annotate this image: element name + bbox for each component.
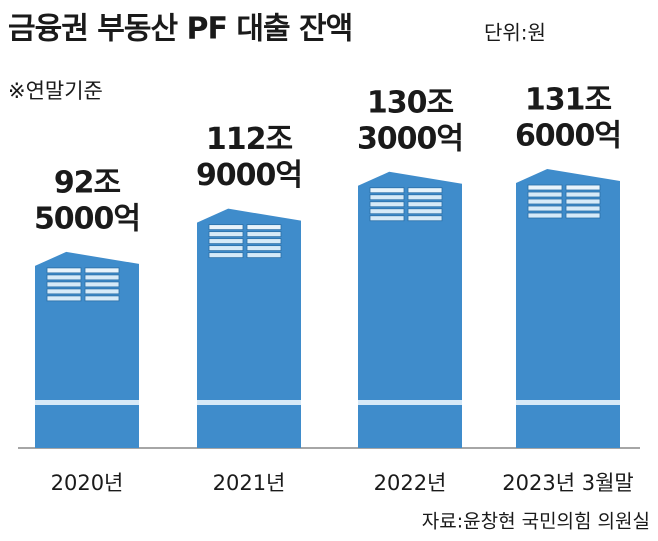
- bar: [197, 208, 301, 448]
- book-icon: [565, 212, 601, 219]
- book-icon: [407, 194, 443, 201]
- book-icon: [46, 274, 82, 281]
- book-icon: [246, 245, 282, 252]
- bar-stripe: [35, 400, 139, 405]
- book-icon: [527, 212, 563, 219]
- book-icon: [46, 281, 82, 288]
- value-label: 131조: [525, 83, 612, 118]
- bar-stripe: [516, 400, 620, 405]
- bar-stripe: [358, 400, 462, 405]
- book-icon: [407, 215, 443, 222]
- book-icon: [369, 187, 405, 194]
- book-icon: [565, 205, 601, 212]
- value-label: 112조: [206, 122, 293, 157]
- chart-subtitle: ※연말기준: [8, 79, 103, 103]
- x-tick-label: 2023년 3월말: [502, 471, 633, 495]
- book-icon: [46, 295, 82, 302]
- bar: [516, 169, 620, 448]
- book-icon: [565, 191, 601, 198]
- value-label: 6000억: [515, 119, 621, 154]
- book-icon: [369, 194, 405, 201]
- x-tick-label: 2020년: [51, 471, 124, 495]
- value-label: 92조: [54, 165, 121, 200]
- book-icon: [369, 208, 405, 215]
- book-icon: [246, 238, 282, 245]
- book-icon: [208, 231, 244, 238]
- book-icon: [84, 267, 120, 274]
- book-icon: [208, 252, 244, 259]
- x-tick-label: 2022년: [374, 471, 447, 495]
- book-icon: [527, 205, 563, 212]
- book-icon: [527, 191, 563, 198]
- book-icon: [246, 231, 282, 238]
- bar: [35, 251, 139, 448]
- book-icon: [369, 201, 405, 208]
- chart-title: 금융권 부동산 PF 대출 잔액: [8, 12, 352, 47]
- book-icon: [46, 267, 82, 274]
- book-icon: [527, 184, 563, 191]
- bar-stripe: [197, 400, 301, 405]
- book-icon: [208, 238, 244, 245]
- value-label: 9000억: [196, 158, 302, 193]
- book-icon: [565, 198, 601, 205]
- book-icon: [84, 274, 120, 281]
- book-icon: [407, 201, 443, 208]
- source-note: 자료:윤창현 국민의힘 의원실: [422, 511, 650, 533]
- book-icon: [208, 224, 244, 231]
- book-icon: [84, 281, 120, 288]
- book-icon: [84, 288, 120, 295]
- book-icon: [46, 288, 82, 295]
- book-icon: [246, 252, 282, 259]
- book-icon: [565, 184, 601, 191]
- value-label: 5000억: [34, 201, 140, 236]
- book-icon: [407, 208, 443, 215]
- unit-note: 단위:원: [484, 21, 546, 45]
- book-icon: [246, 224, 282, 231]
- value-label: 130조: [367, 85, 454, 120]
- book-icon: [369, 215, 405, 222]
- book-icon: [527, 198, 563, 205]
- book-icon: [208, 245, 244, 252]
- book-icon: [84, 295, 120, 302]
- value-label: 3000억: [357, 121, 463, 156]
- x-tick-label: 2021년: [213, 471, 286, 495]
- bar: [358, 171, 462, 448]
- book-icon: [407, 187, 443, 194]
